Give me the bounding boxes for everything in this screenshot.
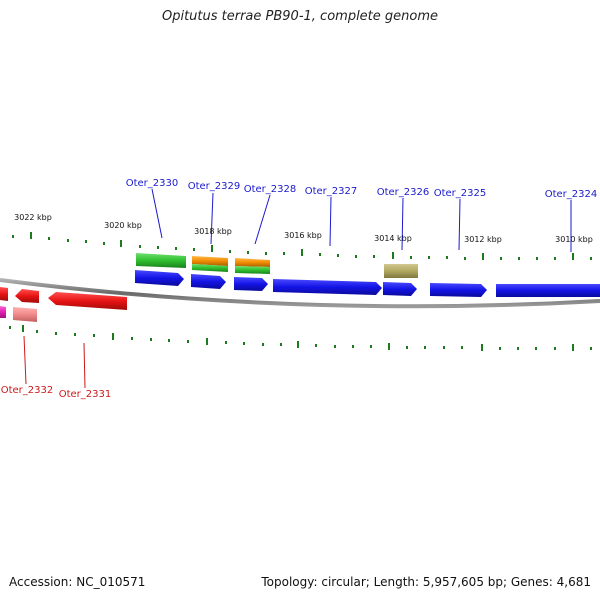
gene-feature[interactable] <box>135 270 184 286</box>
gene-feature[interactable] <box>48 292 127 310</box>
gene-labels-top: Oter_2330 Oter_2329 Oter_2328 Oter_2327 … <box>126 178 598 200</box>
gene-labels-bottom: Oter_2332 Oter_2331 <box>1 385 112 400</box>
gene-label-oter-2331[interactable]: Oter_2331 <box>59 389 112 400</box>
gene-label-oter-2325[interactable]: Oter_2325 <box>434 188 487 199</box>
callout-lines-top <box>151 188 572 252</box>
gene-label-oter-2328[interactable]: Oter_2328 <box>244 184 297 195</box>
gene-label-oter-2327[interactable]: Oter_2327 <box>305 186 358 197</box>
gene-label-oter-2330[interactable]: Oter_2330 <box>126 178 179 189</box>
accession-label: Accession: NC_010571 <box>9 575 146 589</box>
genes-forward-row-2 <box>135 270 600 297</box>
gene-feature[interactable] <box>383 282 417 296</box>
gene-feature[interactable] <box>235 258 270 267</box>
gene-feature[interactable] <box>13 307 37 322</box>
tick-labels: 3022 kbp 3020 kbp 3018 kbp 3016 kbp 3014… <box>14 213 593 244</box>
callout-lines-bottom <box>23 335 86 389</box>
gene-feature[interactable] <box>0 306 6 318</box>
genes-reverse <box>0 287 127 322</box>
gene-label-oter-2324[interactable]: Oter_2324 <box>545 189 598 200</box>
gene-feature[interactable] <box>192 256 228 266</box>
gene-feature[interactable] <box>0 287 8 301</box>
gene-feature[interactable] <box>273 279 382 295</box>
gene-feature[interactable] <box>191 274 226 289</box>
gene-label-oter-2329[interactable]: Oter_2329 <box>188 181 241 192</box>
genome-stats-label: Topology: circular; Length: 5,957,605 bp… <box>261 575 591 589</box>
tick-label: 3018 kbp <box>194 227 232 236</box>
gene-label-oter-2332[interactable]: Oter_2332 <box>1 385 54 396</box>
gene-feature[interactable] <box>192 264 228 272</box>
tick-label: 3010 kbp <box>555 235 593 244</box>
tick-label: 3014 kbp <box>374 234 412 243</box>
tick-label: 3022 kbp <box>14 213 52 222</box>
tick-label: 3012 kbp <box>464 235 502 244</box>
gene-feature[interactable] <box>235 266 270 274</box>
genes-forward-row-1 <box>136 253 418 278</box>
gene-feature[interactable] <box>384 264 418 278</box>
genome-backbone <box>0 278 600 309</box>
gene-feature[interactable] <box>15 289 39 303</box>
tick-label: 3016 kbp <box>284 231 322 240</box>
inner-ticks <box>9 325 592 351</box>
tick-label: 3020 kbp <box>104 221 142 230</box>
gene-feature[interactable] <box>234 277 268 291</box>
map-title: Opitutus terrae PB90-1, complete genome <box>161 9 439 24</box>
gene-feature[interactable] <box>430 283 487 297</box>
gene-label-oter-2326[interactable]: Oter_2326 <box>377 187 430 198</box>
outer-ticks <box>12 232 592 260</box>
gene-feature[interactable] <box>496 284 600 297</box>
gene-feature[interactable] <box>136 253 186 268</box>
